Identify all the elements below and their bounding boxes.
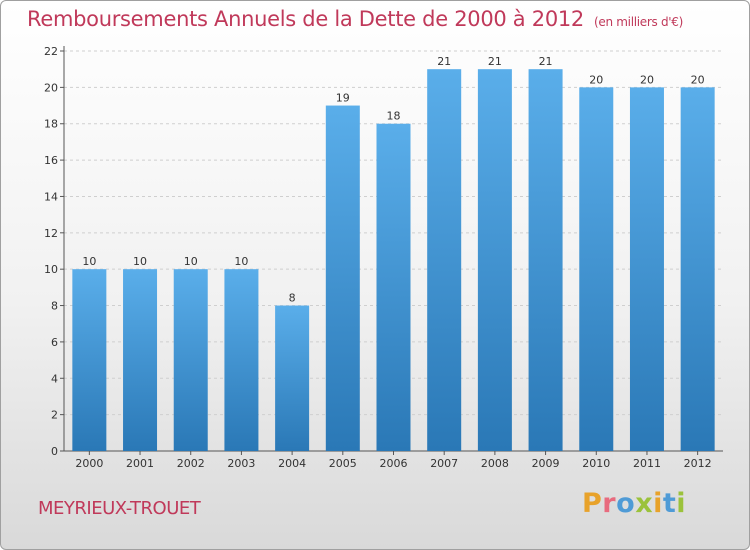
logo-letter: i — [653, 488, 663, 519]
y-tick-label: 2 — [51, 409, 58, 422]
bar-2002 — [173, 269, 208, 451]
logo-letter: x — [635, 488, 654, 519]
bar-2010 — [579, 87, 614, 451]
x-tick-label-2011: 2011 — [633, 457, 661, 470]
bar-2007 — [427, 69, 462, 451]
data-label-2012: 20 — [691, 73, 705, 86]
x-tick-label-2010: 2010 — [582, 457, 610, 470]
bar-2000 — [72, 269, 107, 451]
data-label-2003: 10 — [234, 255, 248, 268]
bar-2004 — [275, 305, 310, 451]
data-label-2007: 21 — [437, 55, 451, 68]
chart-title: Remboursements Annuels de la Dette de 20… — [27, 7, 683, 31]
data-label-2001: 10 — [133, 255, 147, 268]
data-label-2009: 21 — [539, 55, 553, 68]
bar-2001 — [123, 269, 158, 451]
bar-2005 — [325, 105, 360, 451]
proxiti-logo: Proxiti — [582, 488, 686, 519]
data-label-2010: 20 — [589, 73, 603, 86]
title-text: Remboursements Annuels de la Dette de 20… — [27, 7, 584, 31]
x-tick-label-2004: 2004 — [278, 457, 306, 470]
logo-letter: o — [616, 488, 636, 519]
bar-2006 — [376, 123, 411, 452]
data-label-2002: 10 — [184, 255, 198, 268]
x-tick-label-2009: 2009 — [532, 457, 560, 470]
y-tick-label: 10 — [44, 263, 58, 276]
data-label-2011: 20 — [640, 73, 654, 86]
axes: 0 2 4 6 8 10 12 14 16 18 20 22 2000 2001 2002 2003 2004 2… — [44, 45, 723, 470]
logo-letter: i — [676, 488, 687, 519]
y-tick-label: 18 — [44, 118, 58, 131]
x-tick-label-2007: 2007 — [430, 457, 458, 470]
x-tick-label-2001: 2001 — [126, 457, 154, 470]
y-tick-label: 22 — [44, 45, 58, 58]
y-tick-label: 0 — [51, 445, 58, 458]
data-label-2004: 8 — [289, 292, 296, 305]
y-tick-label: 14 — [44, 190, 58, 203]
bar-2011 — [629, 87, 664, 451]
bar-2012 — [680, 87, 715, 451]
bars — [72, 69, 715, 452]
y-tick-label: 12 — [44, 227, 58, 240]
chart-subtitle: (en milliers d'€) — [594, 15, 684, 29]
y-tick-label: 4 — [51, 372, 58, 385]
data-label-2005: 19 — [336, 92, 350, 105]
x-tick-label-2012: 2012 — [684, 457, 712, 470]
y-tick-label: 20 — [44, 81, 58, 94]
data-labels: 10 10 10 10 8 19 18 21 21 21 20 20 20 — [82, 55, 704, 304]
logo-letter: r — [602, 488, 617, 519]
x-tick-label-2008: 2008 — [481, 457, 509, 470]
data-label-2006: 18 — [387, 110, 401, 123]
bar-2009 — [528, 69, 563, 451]
y-tick-label: 6 — [51, 336, 58, 349]
x-tick-label-2003: 2003 — [227, 457, 255, 470]
x-tick-label-2005: 2005 — [329, 457, 357, 470]
bar-2003 — [224, 269, 259, 451]
x-tick-label-2000: 2000 — [75, 457, 103, 470]
x-tick-label-2002: 2002 — [177, 457, 205, 470]
y-tick-label: 16 — [44, 154, 58, 167]
x-tick-label-2006: 2006 — [380, 457, 408, 470]
bar-2008 — [477, 69, 512, 451]
logo-letter: P — [582, 488, 603, 519]
logo-letter: t — [662, 488, 677, 519]
data-label-2000: 10 — [82, 255, 96, 268]
y-tick-label: 8 — [51, 300, 58, 313]
commune-name: MEYRIEUX-TROUET — [38, 498, 201, 519]
data-label-2008: 21 — [488, 55, 502, 68]
